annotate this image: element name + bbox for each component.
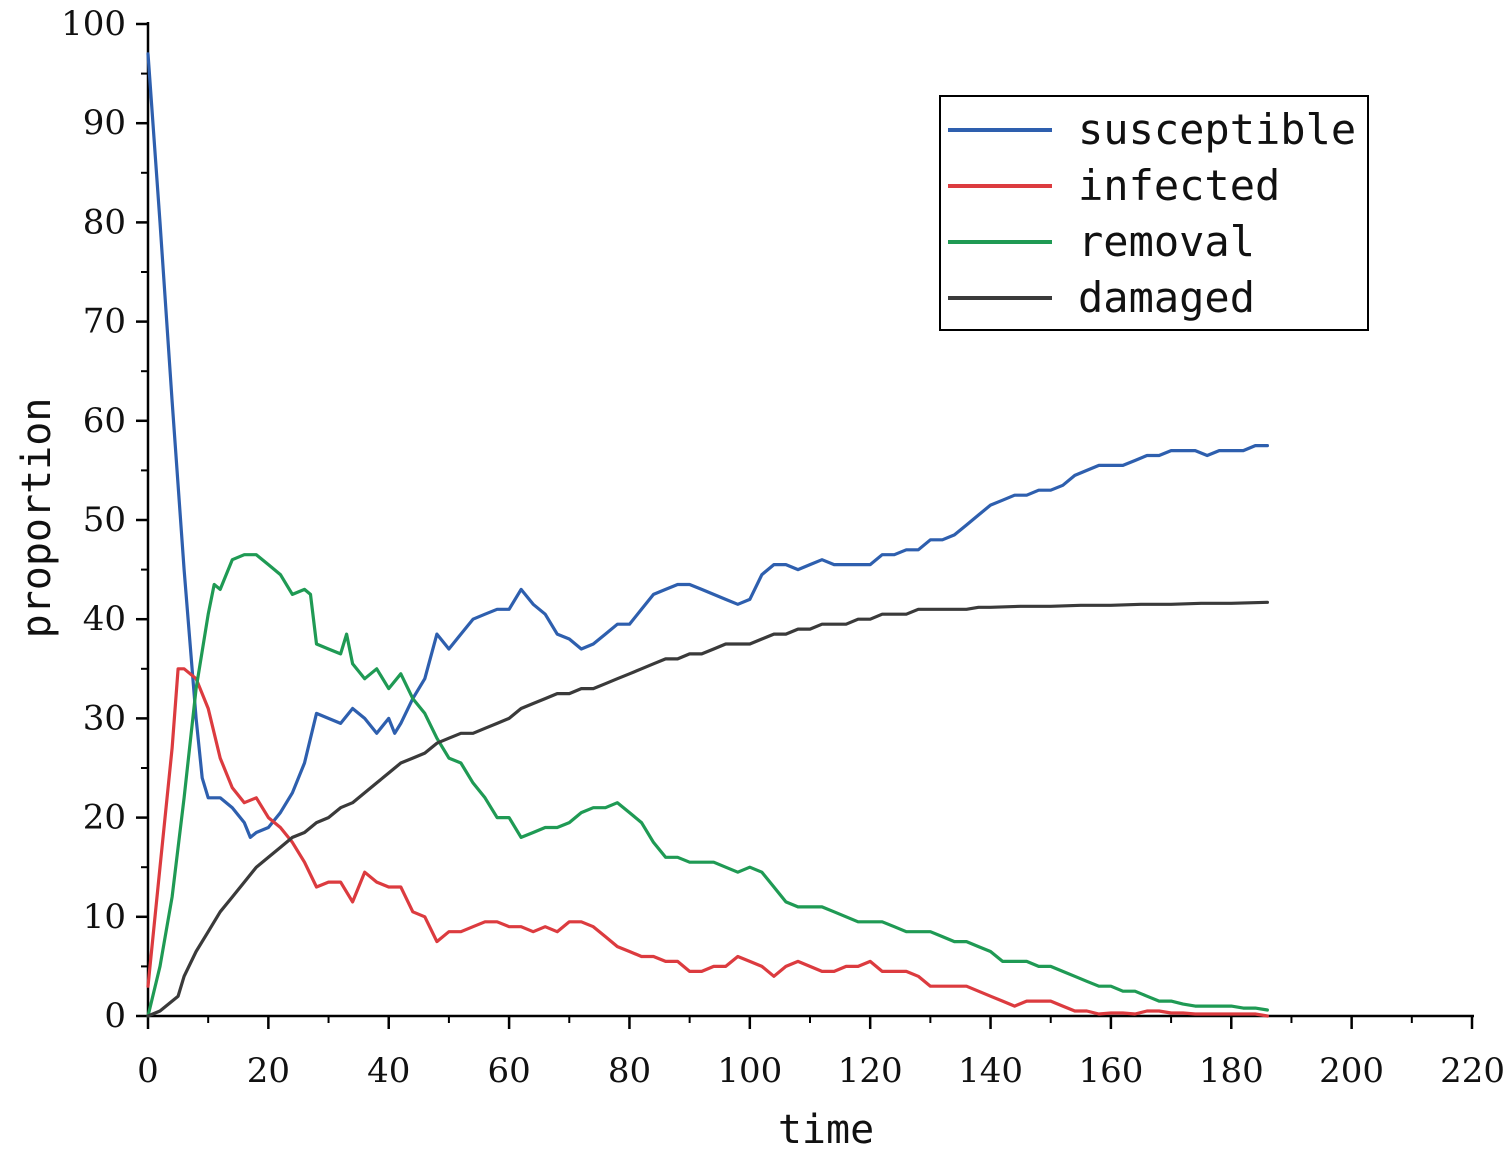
y-tick-label: 20 bbox=[83, 798, 126, 838]
x-tick-label: 60 bbox=[487, 1051, 530, 1091]
x-tick-label: 160 bbox=[1078, 1051, 1143, 1091]
legend-label-infected: infected bbox=[1078, 161, 1280, 210]
legend-label-removal: removal bbox=[1078, 217, 1255, 266]
axes: 0 10 20 30 40 50 60 70 80 90 100 0 20 40 60 80 100 120 140… bbox=[61, 4, 1505, 1091]
x-tick-label: 100 bbox=[717, 1051, 782, 1091]
x-tick-label: 180 bbox=[1199, 1051, 1264, 1091]
x-tick-label: 20 bbox=[247, 1051, 290, 1091]
legend-box bbox=[939, 95, 1369, 331]
x-tick-label: 120 bbox=[838, 1051, 903, 1091]
x-axis-title: time bbox=[778, 1107, 874, 1149]
y-tick-label: 50 bbox=[83, 500, 126, 540]
x-tick-label: 220 bbox=[1440, 1051, 1505, 1091]
legend-label-damaged: damaged bbox=[1078, 273, 1255, 322]
y-axis-title: proportion bbox=[14, 398, 60, 639]
legend-label-susceptible: susceptible bbox=[1078, 105, 1356, 154]
x-tick-label: 0 bbox=[137, 1051, 159, 1091]
y-tick-label: 40 bbox=[83, 599, 126, 639]
series-line-infected bbox=[146, 667, 1270, 1018]
y-tick-label: 0 bbox=[104, 996, 126, 1036]
y-tick-label: 100 bbox=[61, 4, 126, 44]
legend: susceptible infected removal damaged bbox=[939, 95, 1369, 331]
y-tick-label: 80 bbox=[83, 202, 126, 242]
x-tick-label: 40 bbox=[367, 1051, 410, 1091]
series-line-removal bbox=[146, 553, 1270, 1018]
series-line-susceptible bbox=[146, 52, 1270, 840]
y-tick-label: 60 bbox=[83, 401, 126, 441]
x-tick-label: 200 bbox=[1319, 1051, 1384, 1091]
x-tick-label: 80 bbox=[608, 1051, 651, 1091]
y-tick-label: 90 bbox=[83, 103, 126, 143]
x-tick-label: 140 bbox=[958, 1051, 1023, 1091]
y-tick-label: 70 bbox=[83, 302, 126, 342]
y-tick-label: 10 bbox=[83, 897, 126, 937]
y-tick-label: 30 bbox=[83, 698, 126, 738]
series-line-damaged bbox=[146, 600, 1270, 1018]
series-lines bbox=[146, 52, 1270, 1018]
